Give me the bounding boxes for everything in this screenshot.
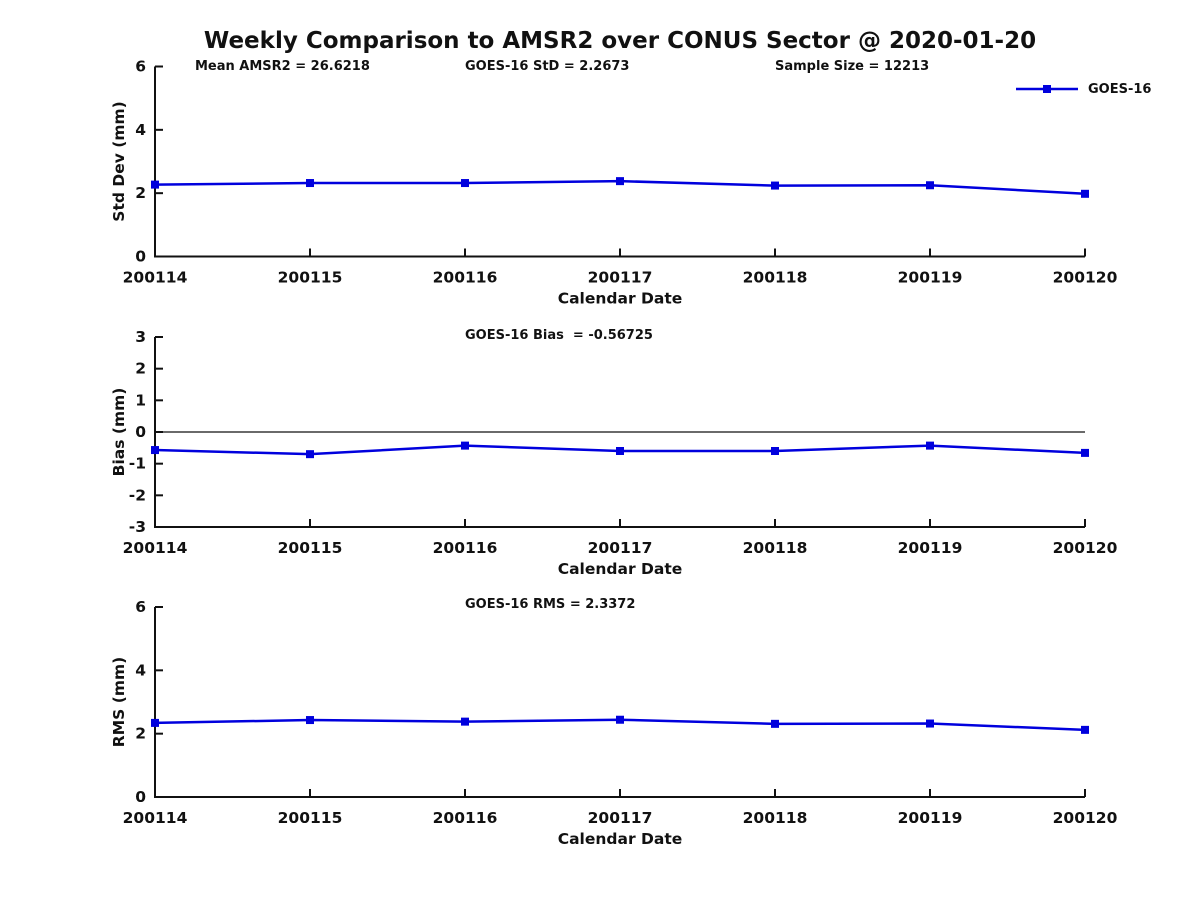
y-tick-label: 2	[135, 725, 146, 743]
x-tick-label: 200117	[588, 539, 653, 557]
x-tick-label: 200114	[123, 269, 188, 287]
data-point-marker	[151, 180, 159, 189]
data-point-marker	[771, 181, 779, 190]
data-point-marker	[616, 715, 624, 724]
x-tick-label: 200120	[1053, 809, 1118, 827]
y-axis-label: Bias (mm)	[110, 388, 128, 477]
annotation-mean-amsr2: Mean AMSR2 = 26.6218	[195, 59, 370, 74]
data-point-marker	[306, 716, 314, 725]
x-axis-label: Calendar Date	[558, 830, 683, 848]
data-point-marker	[461, 179, 469, 188]
y-tick-label: 0	[135, 788, 146, 806]
x-tick-label: 200120	[1053, 269, 1118, 287]
bias-chart: -3 -2 -1 0 1 2 3 200114 200115 200116 200117 200118…	[110, 328, 1118, 578]
data-point-marker	[151, 446, 159, 455]
x-tick-label: 200115	[278, 539, 343, 557]
data-point-marker	[306, 179, 314, 188]
legend: GOES-16	[1014, 81, 1151, 97]
x-tick-label: 200116	[433, 809, 498, 827]
y-tick-label: -1	[129, 455, 146, 473]
annotation-sample-size: Sample Size = 12213	[775, 59, 930, 74]
x-axis-label: Calendar Date	[558, 560, 683, 578]
rms-chart: 0 2 4 6 200114 200115 200116 200117 200118 200119…	[110, 598, 1118, 848]
x-tick-label: 200117	[588, 269, 653, 287]
y-tick-label: 2	[135, 360, 146, 378]
data-point-marker	[926, 181, 934, 190]
figure-title: Weekly Comparison to AMSR2 over CONUS Se…	[203, 28, 1037, 54]
y-tick-label: 0	[135, 248, 146, 266]
data-point-marker	[926, 441, 934, 450]
data-point-marker	[926, 719, 934, 728]
x-tick-label: 200116	[433, 539, 498, 557]
data-point-marker	[1081, 189, 1089, 198]
x-tick-label: 200115	[278, 809, 343, 827]
annotation-goes16-std: GOES-16 StD = 2.2673	[465, 59, 630, 74]
data-point-marker	[306, 450, 314, 459]
data-point-marker	[1081, 448, 1089, 457]
std-dev-chart: 0 2 4 6 200114 200115 200116 200117 200118 200119…	[110, 58, 1118, 308]
data-point-marker	[771, 447, 779, 455]
y-tick-label: -3	[129, 518, 146, 536]
data-point-marker	[151, 718, 159, 727]
data-point-marker	[461, 717, 469, 726]
data-point-marker	[461, 441, 469, 450]
x-axis-label: Calendar Date	[558, 290, 683, 308]
x-tick-label: 200117	[588, 809, 653, 827]
annotation-goes16-bias: GOES-16 Bias = -0.56725	[465, 328, 653, 343]
y-tick-label: 4	[135, 121, 146, 139]
x-tick-label: 200118	[743, 269, 808, 287]
y-tick-label: 0	[135, 423, 146, 441]
x-tick-label: 200114	[123, 539, 188, 557]
data-point-marker	[1081, 725, 1089, 734]
y-tick-label: 6	[135, 598, 146, 616]
data-point-marker	[771, 719, 779, 728]
y-tick-label: 1	[135, 391, 146, 409]
y-tick-label: 4	[135, 661, 146, 679]
x-tick-label: 200120	[1053, 539, 1118, 557]
x-tick-label: 200118	[743, 809, 808, 827]
data-point-marker	[616, 177, 624, 186]
annotation-goes16-rms: GOES-16 RMS = 2.3372	[465, 597, 636, 612]
x-tick-label: 200119	[898, 539, 963, 557]
y-axis-label: RMS (mm)	[110, 657, 128, 747]
x-tick-label: 200115	[278, 269, 343, 287]
x-tick-label: 200118	[743, 539, 808, 557]
legend-label: GOES-16	[1088, 81, 1152, 97]
x-tick-label: 200116	[433, 269, 498, 287]
y-tick-label: 3	[135, 328, 146, 346]
x-tick-label: 200119	[898, 269, 963, 287]
y-axis-label: Std Dev (mm)	[110, 101, 128, 221]
x-tick-label: 200114	[123, 809, 188, 827]
data-point-marker	[616, 447, 624, 455]
y-tick-label: 2	[135, 184, 146, 202]
y-tick-label: -2	[129, 486, 146, 504]
y-tick-label: 6	[135, 58, 146, 76]
x-tick-label: 200119	[898, 809, 963, 827]
legend-line-marker-icon	[1016, 85, 1078, 93]
